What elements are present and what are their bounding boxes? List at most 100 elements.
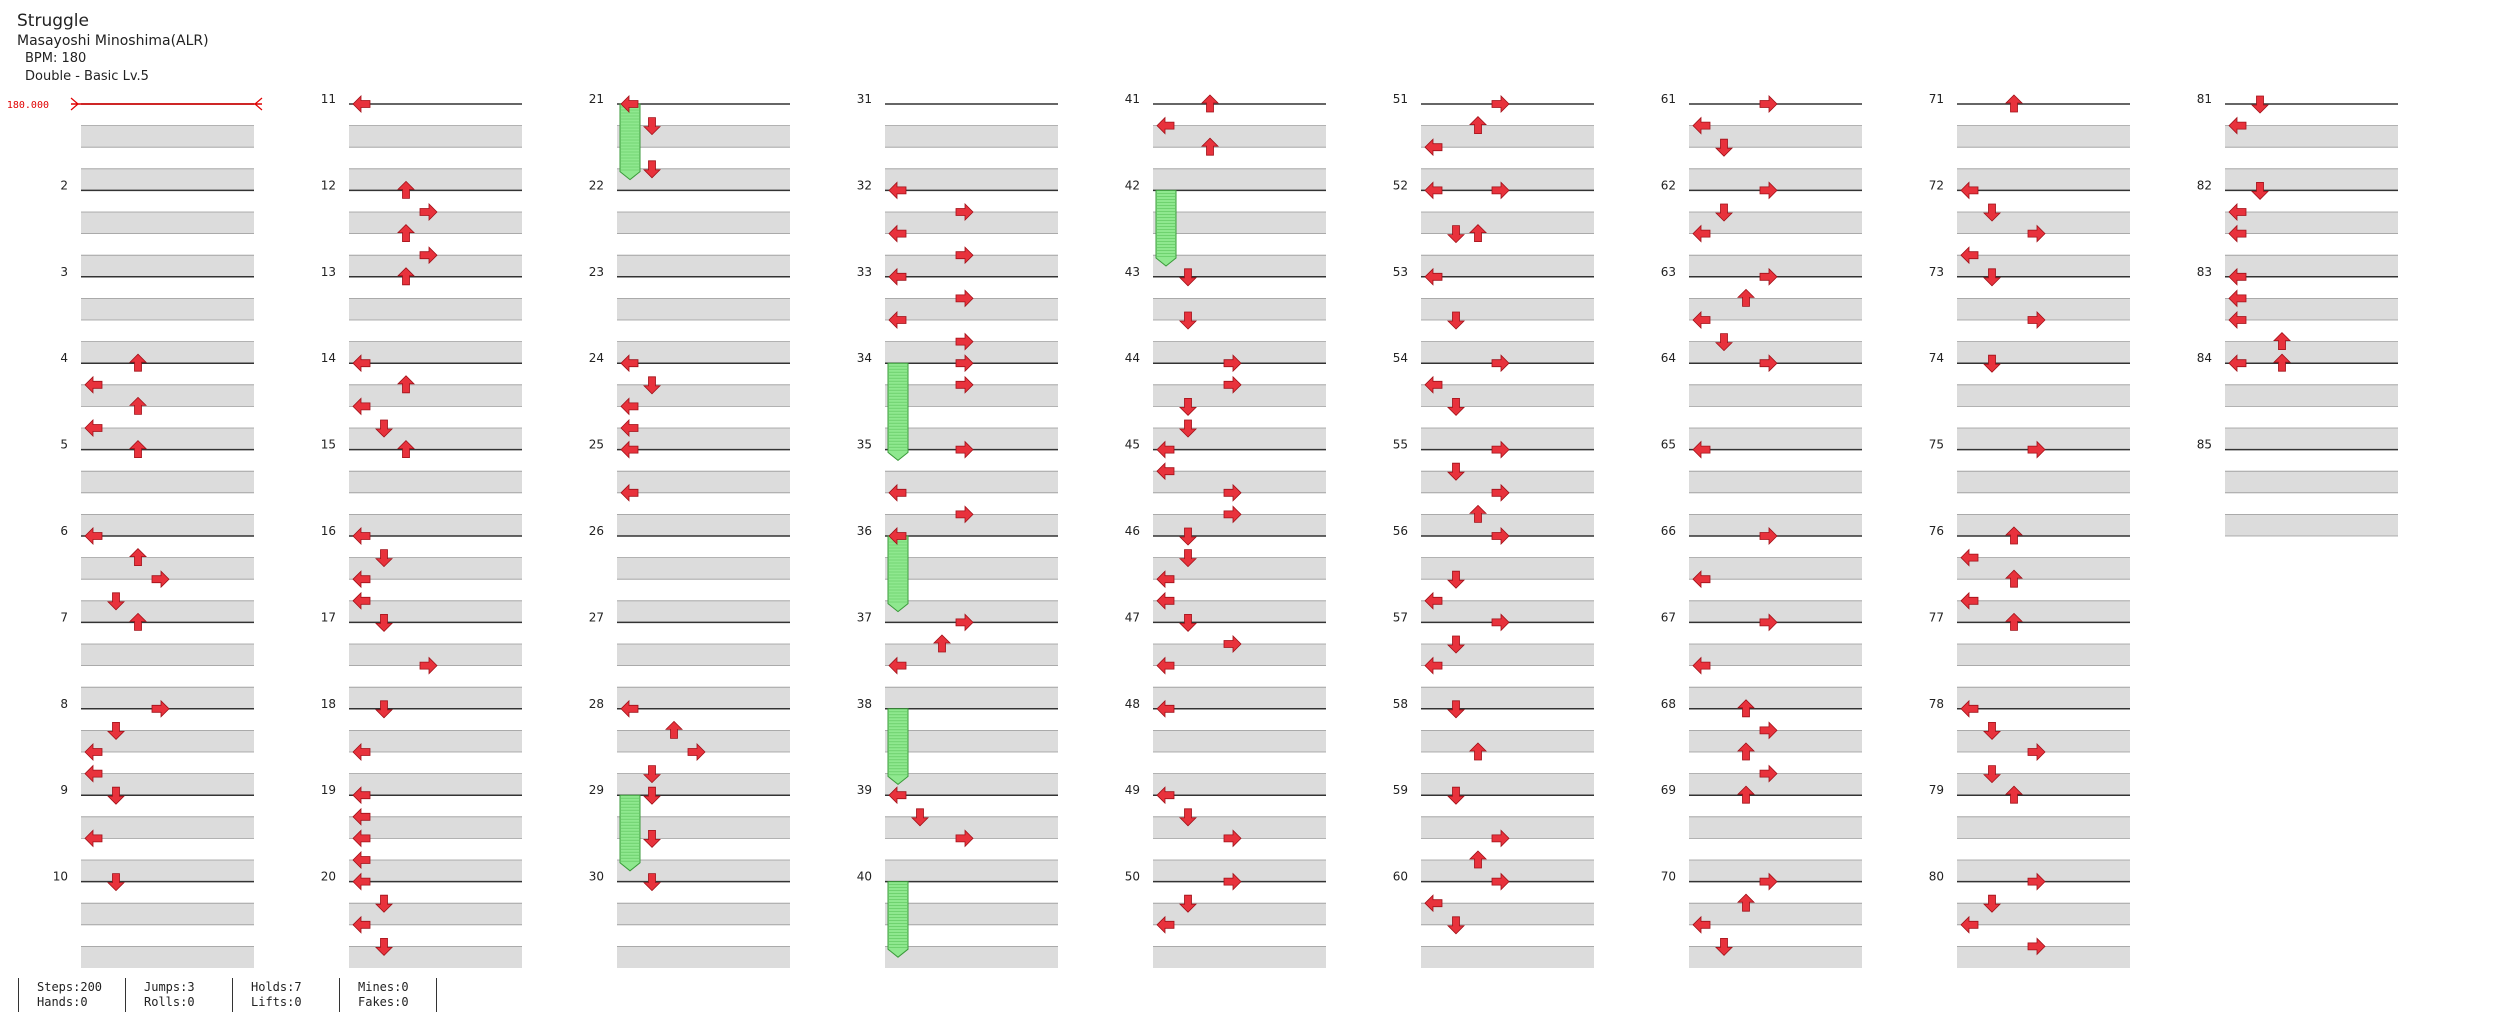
left-arrow-icon bbox=[352, 915, 371, 934]
up-arrow-icon bbox=[129, 612, 147, 631]
beat-stripe bbox=[2225, 471, 2398, 493]
hold-body bbox=[887, 535, 909, 613]
down-arrow-icon bbox=[375, 419, 393, 438]
left-arrow-icon bbox=[2228, 224, 2247, 243]
left-arrow-icon bbox=[1960, 181, 1979, 200]
beat-stripe bbox=[1153, 816, 1326, 839]
up-arrow-icon bbox=[1737, 893, 1755, 912]
measure-number: 44 bbox=[1125, 351, 1140, 365]
beat-stripe bbox=[1689, 903, 1862, 925]
beat-stripe bbox=[1957, 860, 2130, 882]
up-arrow-icon bbox=[2005, 612, 2023, 631]
left-arrow-icon bbox=[1424, 375, 1443, 394]
left-arrow-icon bbox=[1156, 699, 1175, 718]
hold-body bbox=[619, 103, 641, 181]
beat-stripe bbox=[1957, 773, 2130, 796]
left-arrow-icon bbox=[84, 829, 103, 848]
beat-stripe bbox=[1421, 255, 1594, 277]
measure-number: 53 bbox=[1393, 265, 1408, 279]
beat-stripe bbox=[1421, 860, 1594, 882]
measure-number: 79 bbox=[1929, 783, 1944, 797]
down-arrow-icon bbox=[2251, 95, 2269, 114]
down-arrow-icon bbox=[1983, 354, 2001, 373]
beat-stripe bbox=[1689, 946, 1862, 968]
right-arrow-icon bbox=[1759, 354, 1778, 373]
beat-stripe bbox=[349, 514, 522, 536]
measure-number: 50 bbox=[1125, 870, 1140, 884]
down-arrow-icon bbox=[1983, 894, 2001, 913]
left-arrow-icon bbox=[2228, 116, 2247, 135]
right-arrow-icon bbox=[1759, 613, 1778, 632]
measure-number: 23 bbox=[589, 265, 604, 279]
beat-stripe bbox=[349, 298, 522, 320]
beat-stripe bbox=[81, 557, 254, 580]
beat-stripe bbox=[885, 341, 1058, 364]
beat-stripe bbox=[81, 860, 254, 882]
right-arrow-icon bbox=[2027, 872, 2046, 891]
left-arrow-icon bbox=[352, 527, 371, 545]
left-arrow-icon bbox=[1424, 267, 1443, 286]
right-arrow-icon bbox=[1223, 829, 1242, 848]
beat-stripe bbox=[617, 946, 790, 968]
measure-number: 85 bbox=[2197, 438, 2212, 452]
beat-stripe bbox=[1689, 341, 1862, 364]
measure-number: 41 bbox=[1125, 92, 1140, 106]
down-arrow-icon bbox=[375, 700, 393, 719]
measure-number: 7 bbox=[60, 610, 68, 624]
beat-stripe bbox=[1421, 730, 1594, 752]
beat-stripe bbox=[885, 384, 1058, 407]
right-arrow-icon bbox=[955, 203, 974, 221]
right-arrow-icon bbox=[1759, 872, 1778, 891]
left-arrow-icon bbox=[2228, 354, 2247, 373]
beat-stripe bbox=[885, 903, 1058, 925]
beat-stripe bbox=[1421, 600, 1594, 623]
left-arrow-icon bbox=[352, 397, 371, 416]
beat-stripe bbox=[81, 773, 254, 796]
beat-stripe bbox=[1957, 428, 2130, 450]
left-arrow-icon bbox=[620, 95, 639, 113]
beat-stripe bbox=[885, 644, 1058, 666]
beat-stripe bbox=[81, 946, 254, 968]
measure-number: 57 bbox=[1393, 610, 1408, 624]
down-arrow-icon bbox=[1447, 700, 1465, 719]
beat-stripe bbox=[885, 860, 1058, 882]
left-arrow-icon bbox=[2228, 267, 2247, 286]
measure-number: 13 bbox=[321, 265, 336, 279]
right-arrow-icon bbox=[419, 246, 438, 265]
stat-mines-fakes: Mines:0 Fakes:0 bbox=[339, 978, 437, 1012]
beat-stripe bbox=[617, 816, 790, 839]
left-arrow-icon bbox=[1156, 656, 1175, 675]
beat-stripe bbox=[1689, 860, 1862, 882]
beat-stripe bbox=[1957, 341, 2130, 364]
left-arrow-icon bbox=[352, 829, 371, 848]
right-arrow-icon bbox=[1223, 375, 1242, 394]
beat-stripe bbox=[1153, 341, 1326, 364]
beat-stripe bbox=[349, 644, 522, 666]
beat-stripe bbox=[617, 860, 790, 882]
beat-stripe bbox=[1421, 557, 1594, 580]
up-arrow-icon bbox=[129, 353, 147, 372]
beat-stripe bbox=[81, 644, 254, 666]
down-arrow-icon bbox=[643, 160, 661, 179]
beat-stripe bbox=[1153, 428, 1326, 450]
measure-number: 63 bbox=[1661, 265, 1676, 279]
hold-body bbox=[619, 794, 641, 872]
up-arrow-icon bbox=[1469, 224, 1487, 243]
left-arrow-icon bbox=[1960, 548, 1979, 567]
bpm-end-mark bbox=[254, 97, 263, 111]
measure-number: 52 bbox=[1393, 178, 1408, 192]
stat-holds: Holds:7 bbox=[251, 980, 302, 994]
left-arrow-icon bbox=[352, 354, 371, 373]
stat-rolls: Rolls:0 bbox=[144, 995, 195, 1009]
measure-number: 81 bbox=[2197, 92, 2212, 106]
beat-stripe bbox=[1689, 600, 1862, 623]
measure-number: 73 bbox=[1929, 265, 1944, 279]
left-arrow-icon bbox=[2228, 289, 2247, 308]
beat-stripe bbox=[81, 903, 254, 925]
left-arrow-icon bbox=[352, 95, 371, 113]
beat-stripe bbox=[2225, 212, 2398, 234]
left-arrow-icon bbox=[1960, 246, 1979, 265]
beat-stripe bbox=[617, 600, 790, 623]
measure-number: 48 bbox=[1125, 697, 1140, 711]
beat-stripe bbox=[1421, 384, 1594, 407]
